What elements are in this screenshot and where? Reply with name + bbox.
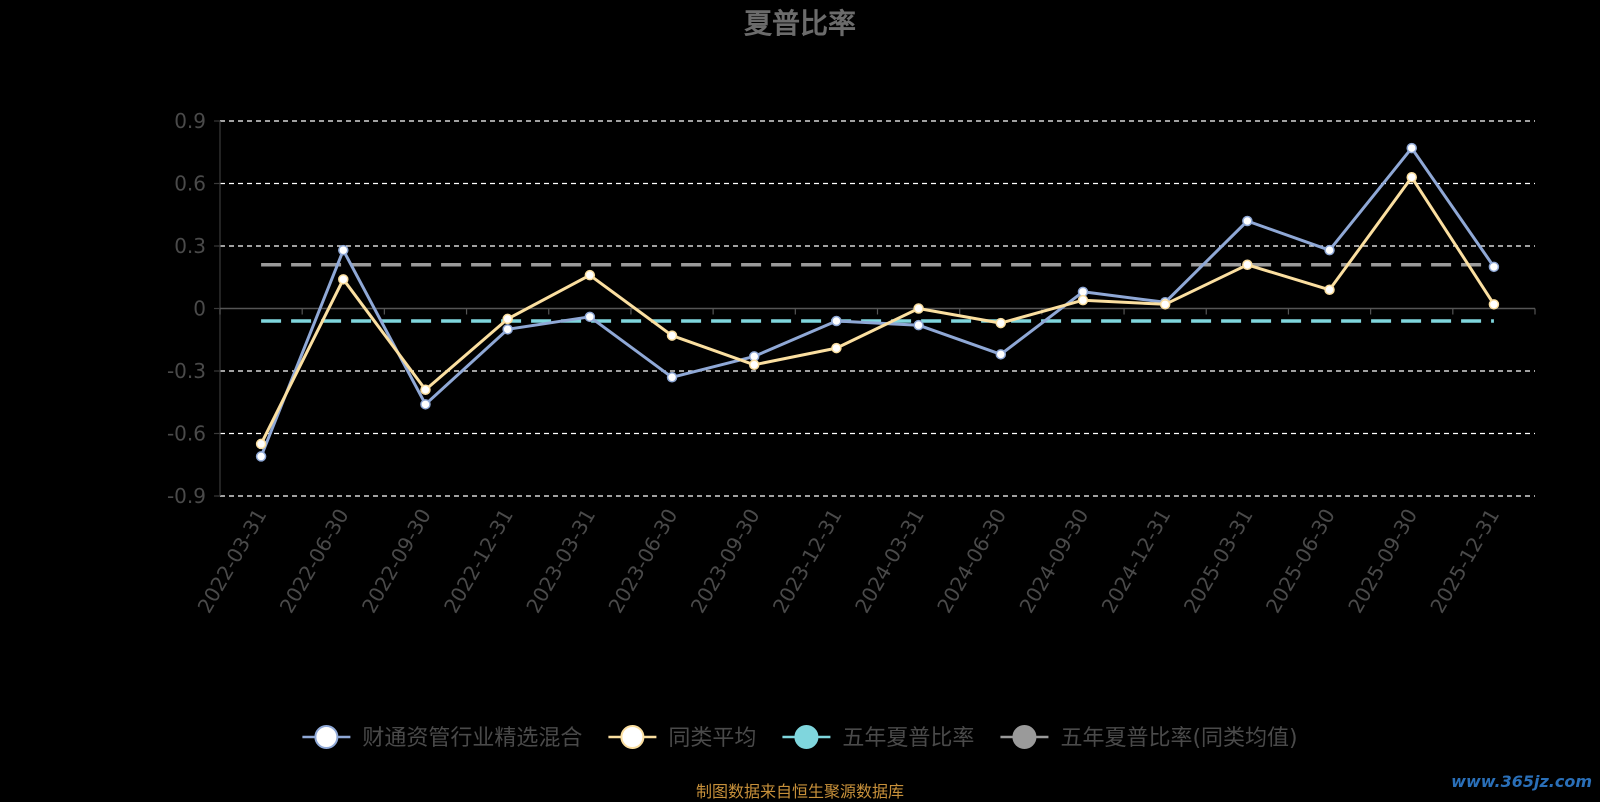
- x-tick-label: 2025-03-31: [1179, 505, 1258, 618]
- series-point-1: [1488, 299, 1500, 310]
- series-point-0: [995, 349, 1007, 360]
- series-point-1: [1324, 284, 1335, 295]
- x-tick-label: 2024-06-30: [932, 505, 1011, 618]
- x-tick-label: 2024-03-31: [850, 505, 929, 618]
- series-point-1: [584, 269, 596, 281]
- series-point-1: [338, 274, 349, 285]
- x-tick-label: 2024-12-31: [1097, 505, 1176, 618]
- series-point-0: [502, 324, 513, 335]
- y-tick-label: -0.3: [167, 359, 206, 383]
- x-tick-label: 2023-06-30: [603, 505, 682, 618]
- y-tick-label: 0.6: [174, 172, 206, 196]
- series-point-0: [1242, 215, 1253, 227]
- series-point-1: [995, 317, 1007, 329]
- legend-label: 五年夏普比率(同类均值): [1060, 726, 1297, 751]
- series-point-0: [913, 319, 924, 331]
- legend-symbol-marker: [1012, 725, 1037, 749]
- series-point-0: [420, 399, 431, 410]
- data-source-note: 制图数据来自恒生聚源数据库: [695, 782, 904, 801]
- legend-label: 五年夏普比率: [842, 726, 974, 751]
- series-point-0: [255, 451, 267, 462]
- series-line-0: [259, 146, 1496, 457]
- y-axis-ticks: 0.9 0.6 0.3 0 -0.3 -0.6 -0.9: [167, 109, 206, 508]
- series-point-1: [1159, 299, 1171, 310]
- legend-symbol-marker: [314, 725, 339, 749]
- series-point-1: [1077, 294, 1089, 306]
- x-axis-ticks: 2022-03-31 2022-06-30 2022-09-30 2022-12-31…: [193, 505, 1505, 618]
- series-point-1: [748, 359, 760, 370]
- series-point-0: [1488, 261, 1500, 273]
- series-point-1: [502, 313, 513, 325]
- series-point-1: [1406, 172, 1417, 183]
- legend-symbol-marker: [794, 725, 819, 749]
- grid-lines: [220, 120, 1535, 497]
- x-tick-label: 2023-12-31: [768, 505, 847, 618]
- series-point-0: [584, 311, 596, 323]
- legend-symbol-marker: [620, 725, 645, 749]
- y-tick-label: 0: [193, 297, 206, 321]
- legend: 财通资管行业精选混合 同类平均 五年夏普比率 五年夏普比率(同类均值): [302, 725, 1298, 751]
- watermark: www.365jz.com: [1451, 772, 1592, 791]
- y-tick-label: 0.3: [174, 234, 206, 258]
- reference-lines: [261, 263, 1494, 323]
- series-point-1: [420, 384, 431, 395]
- series-point-1: [255, 438, 267, 450]
- legend-label: 同类平均: [668, 726, 756, 751]
- series-point-1: [1242, 259, 1253, 270]
- series-point-0: [831, 315, 842, 327]
- x-tick-label: 2025-09-30: [1343, 505, 1422, 618]
- series-line-1: [259, 175, 1496, 445]
- x-tick-label: 2022-06-30: [275, 505, 354, 618]
- x-tick-label: 2025-06-30: [1261, 505, 1340, 618]
- y-tick-label: -0.6: [167, 422, 206, 446]
- x-tick-label: 2022-09-30: [357, 505, 436, 618]
- y-tick-label: -0.9: [167, 484, 206, 508]
- series-lines: [255, 142, 1500, 462]
- x-tick-label: 2023-03-31: [521, 505, 600, 618]
- y-tick-label: 0.9: [174, 109, 206, 133]
- x-tick-label: 2023-09-30: [686, 505, 765, 618]
- x-tick-label: 2022-03-31: [193, 505, 272, 618]
- x-tick-label: 2025-12-31: [1425, 505, 1504, 618]
- series-point-1: [831, 342, 842, 354]
- series-point-1: [913, 303, 924, 314]
- chart-title: 夏普比率: [744, 7, 856, 40]
- axes: [214, 120, 1536, 497]
- series-point-0: [1324, 244, 1335, 256]
- series-point-0: [338, 244, 349, 256]
- series-point-0: [1406, 142, 1417, 154]
- series-point-1: [666, 330, 678, 341]
- x-tick-label: 2022-12-31: [439, 505, 518, 618]
- series-point-0: [666, 372, 678, 383]
- legend-label: 财通资管行业精选混合: [362, 726, 582, 751]
- x-tick-label: 2024-09-30: [1014, 505, 1093, 618]
